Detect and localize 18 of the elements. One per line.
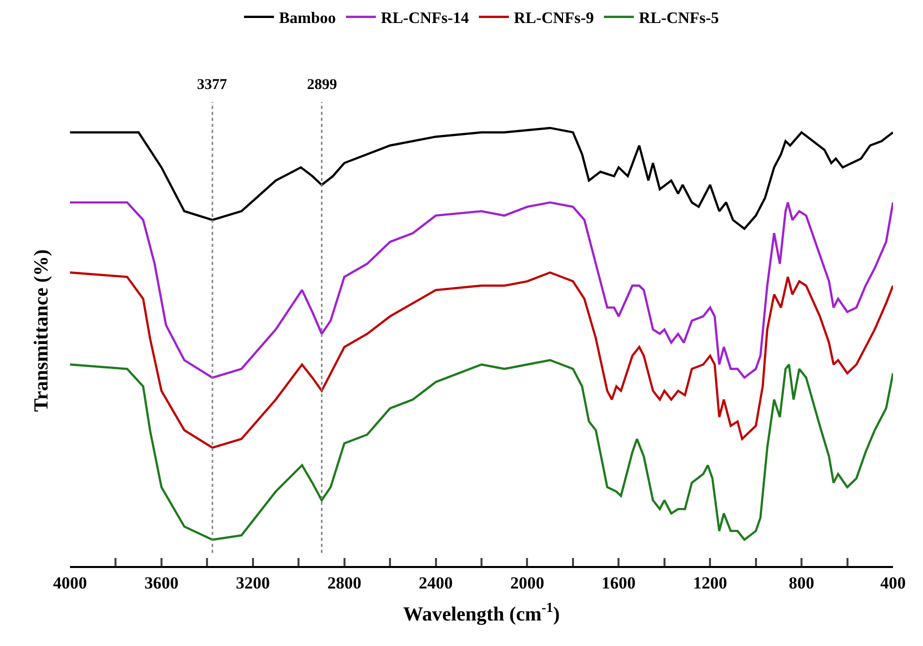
x-tick-label: 1200 <box>693 573 728 592</box>
x-tick-label: 3200 <box>236 573 270 592</box>
x-tick-label: 2000 <box>510 573 544 592</box>
legend-label: RL-CNFs-9 <box>514 10 594 28</box>
x-tick-label: 3600 <box>144 573 178 592</box>
ref-line-label: 3377 <box>197 77 228 93</box>
x-axis-title: Wavelength (cm$^{-1}$) <box>403 601 560 626</box>
x-tick-label: 400 <box>880 573 906 592</box>
x-tick-label: 4000 <box>53 573 87 592</box>
ref-line-label: 2899 <box>307 77 337 93</box>
y-axis-title: Transmittance (%) <box>30 249 52 412</box>
legend-label: RL-CNFs-5 <box>638 10 719 28</box>
x-tick-label: 1600 <box>602 573 636 592</box>
legend-label: Bamboo <box>279 10 336 28</box>
x-tick-label: 2800 <box>327 573 362 592</box>
x-tick-label: 800 <box>788 573 814 592</box>
x-tick-label: 2400 <box>418 573 453 592</box>
legend-label: RL-CNFs-14 <box>380 10 469 28</box>
